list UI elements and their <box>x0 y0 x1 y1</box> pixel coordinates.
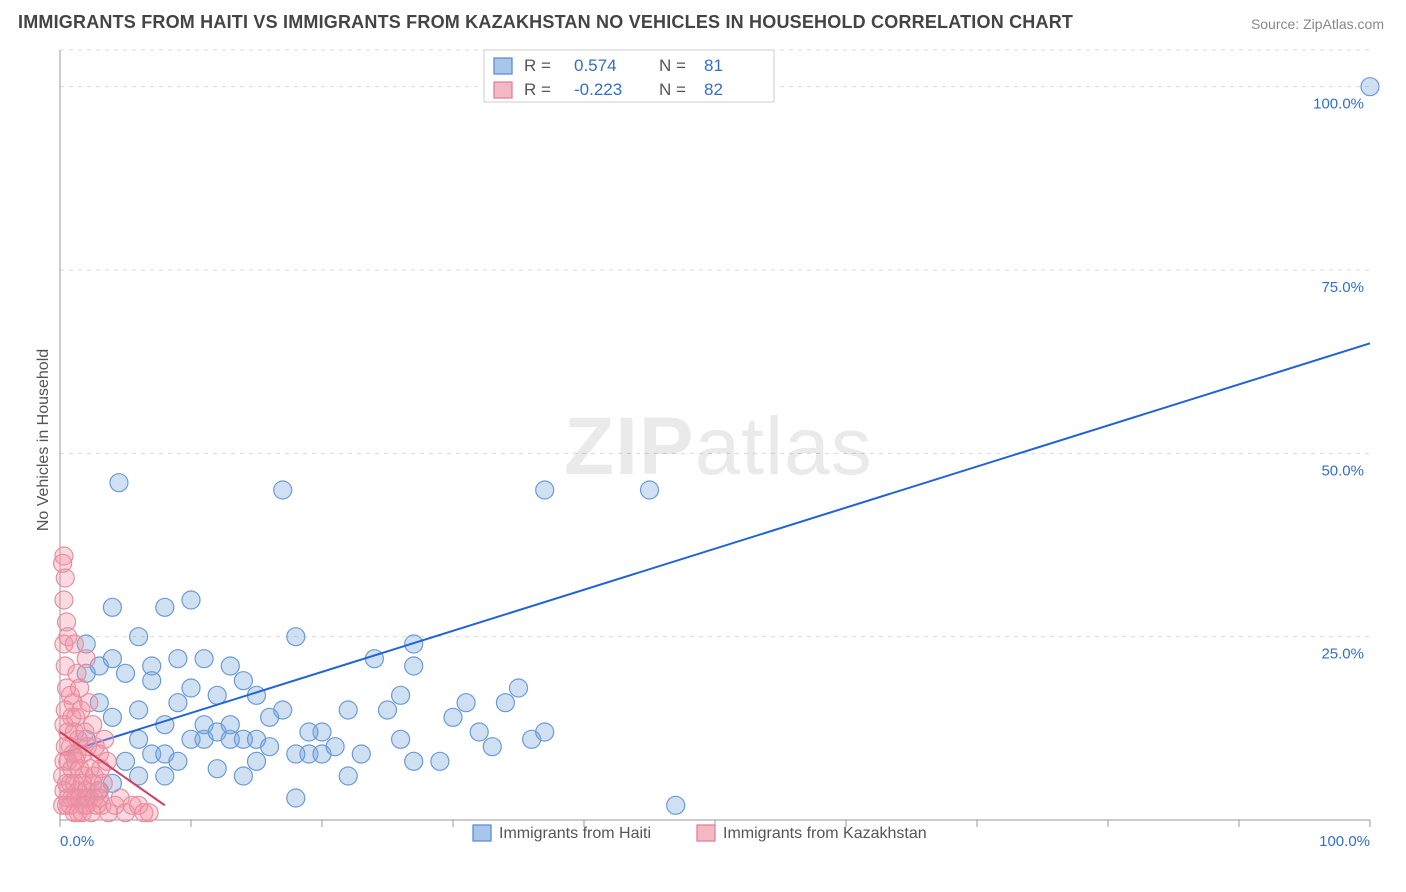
legend-swatch <box>697 825 715 841</box>
data-point <box>156 767 174 785</box>
y-tick-label: 25.0% <box>1321 646 1364 663</box>
n-value: 81 <box>704 56 723 75</box>
data-point <box>287 745 305 763</box>
data-point <box>103 598 121 616</box>
data-point <box>221 657 239 675</box>
data-point <box>117 664 135 682</box>
data-point <box>248 752 266 770</box>
data-point <box>169 752 187 770</box>
legend-swatch <box>494 58 512 74</box>
data-point <box>392 730 410 748</box>
data-point <box>208 686 226 704</box>
data-point <box>234 767 252 785</box>
data-point <box>536 723 554 741</box>
data-point <box>234 672 252 690</box>
chart-title: IMMIGRANTS FROM HAITI VS IMMIGRANTS FROM… <box>18 12 1073 33</box>
data-point <box>140 804 158 822</box>
y-tick-label: 50.0% <box>1321 462 1364 479</box>
r-value: 0.574 <box>574 56 617 75</box>
data-point <box>77 650 95 668</box>
r-label: R = <box>524 80 551 99</box>
correlation-chart: No Vehicles in Household 25.0%50.0%75.0%… <box>44 40 1384 840</box>
legend-swatch <box>473 825 491 841</box>
data-point <box>110 474 128 492</box>
data-point <box>326 738 344 756</box>
data-point <box>169 650 187 668</box>
n-label: N = <box>659 56 686 75</box>
data-point <box>365 650 383 668</box>
data-point <box>274 701 292 719</box>
n-label: N = <box>659 80 686 99</box>
legend-label: Immigrants from Haiti <box>499 825 651 842</box>
data-point <box>117 752 135 770</box>
y-tick-label: 75.0% <box>1321 279 1364 296</box>
trend-line <box>60 343 1370 754</box>
data-point <box>182 679 200 697</box>
x-tick-label: 0.0% <box>60 833 94 850</box>
data-point <box>287 628 305 646</box>
legend-label: Immigrants from Kazakhstan <box>723 825 927 842</box>
data-point <box>130 701 148 719</box>
data-point <box>405 752 423 770</box>
data-point <box>641 481 659 499</box>
y-tick-label: 100.0% <box>1313 96 1364 113</box>
data-point <box>169 694 187 712</box>
data-point <box>300 723 318 741</box>
x-tick-label: 100.0% <box>1319 833 1370 850</box>
y-axis-label: No Vehicles in Household <box>35 349 53 531</box>
data-point <box>470 723 488 741</box>
data-point <box>431 752 449 770</box>
data-point <box>274 481 292 499</box>
data-point <box>65 635 83 653</box>
data-point <box>510 679 528 697</box>
r-label: R = <box>524 56 551 75</box>
data-point <box>352 745 370 763</box>
data-point <box>261 738 279 756</box>
data-point <box>130 730 148 748</box>
data-point <box>667 796 685 814</box>
data-point <box>287 789 305 807</box>
data-point <box>339 701 357 719</box>
data-point <box>156 598 174 616</box>
data-point <box>405 657 423 675</box>
data-point <box>392 686 410 704</box>
chart-svg: 25.0% 50.0% 75.0% 100.0% 0.0% 100.0% R = 0.574 N… <box>44 40 1384 880</box>
data-point <box>379 701 397 719</box>
data-point <box>56 569 74 587</box>
data-point <box>1361 78 1379 96</box>
legend-swatch <box>494 82 512 98</box>
data-point <box>130 628 148 646</box>
n-value: 82 <box>704 80 723 99</box>
data-point <box>84 716 102 734</box>
data-point <box>96 730 114 748</box>
data-point <box>496 694 514 712</box>
data-point <box>483 738 501 756</box>
data-point <box>103 708 121 726</box>
data-point <box>182 591 200 609</box>
data-point <box>221 716 239 734</box>
data-point <box>339 767 357 785</box>
data-point <box>55 591 73 609</box>
data-point <box>195 650 213 668</box>
r-value: -0.223 <box>574 80 622 99</box>
data-point <box>143 672 161 690</box>
source-attribution: Source: ZipAtlas.com <box>1251 16 1384 32</box>
data-point <box>103 650 121 668</box>
data-point <box>444 708 462 726</box>
data-point <box>457 694 475 712</box>
data-point <box>80 694 98 712</box>
data-point <box>536 481 554 499</box>
data-point <box>208 760 226 778</box>
